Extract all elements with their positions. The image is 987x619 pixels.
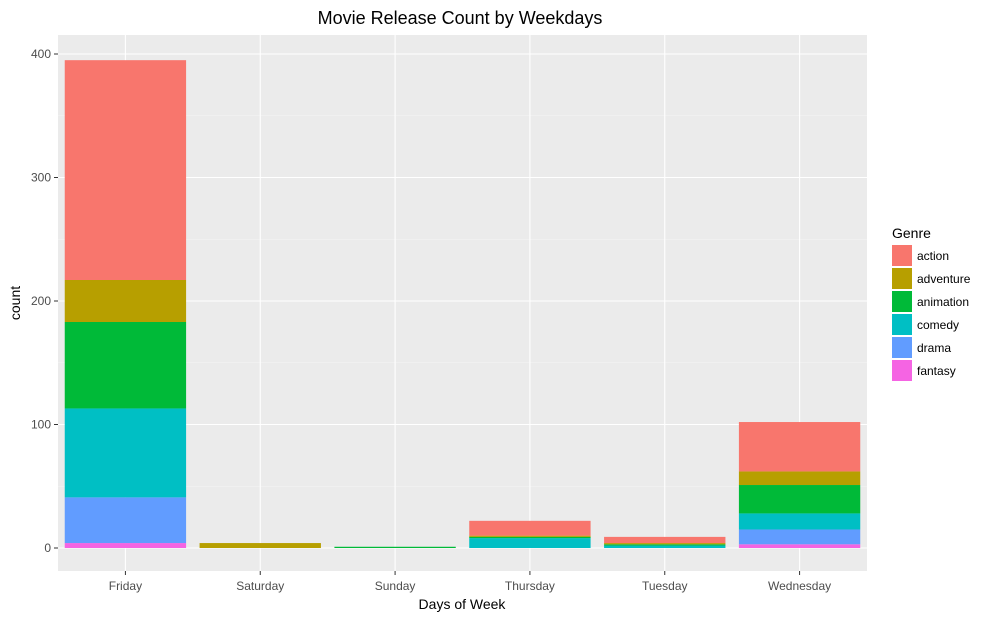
x-tick-label: Thursday <box>505 579 555 593</box>
bar-segment-animation-friday <box>65 322 186 408</box>
y-tick-label: 0 <box>44 541 51 555</box>
bar-segment-drama-wednesday <box>739 529 860 544</box>
legend-key-adventure <box>892 268 912 289</box>
bar-segment-adventure-tuesday <box>604 543 725 544</box>
legend-key-action <box>892 245 912 266</box>
bar-segment-action-thursday <box>469 521 590 536</box>
bar-segment-animation-sunday <box>334 547 455 548</box>
x-tick-label: Sunday <box>375 579 416 593</box>
bar-segment-fantasy-wednesday <box>739 544 860 548</box>
bar-segment-adventure-thursday <box>469 536 590 537</box>
bar-segment-action-tuesday <box>604 537 725 543</box>
y-tick-label: 400 <box>31 47 51 61</box>
legend-key-animation <box>892 291 912 312</box>
bar-segment-animation-wednesday <box>739 485 860 513</box>
bar-segment-adventure-wednesday <box>739 471 860 485</box>
chart-title: Movie Release Count by Weekdays <box>318 8 603 28</box>
legend-key-fantasy <box>892 360 912 381</box>
legend-label-drama: drama <box>917 341 951 355</box>
y-axis-title: count <box>7 286 23 320</box>
bar-segment-adventure-friday <box>65 280 186 322</box>
x-axis-title: Days of Week <box>419 596 507 612</box>
bar-segment-comedy-wednesday <box>739 513 860 529</box>
bar-segment-comedy-thursday <box>469 538 590 548</box>
legend-label-adventure: adventure <box>917 272 971 286</box>
bar-segment-comedy-friday <box>65 408 186 497</box>
bar-segment-adventure-saturday <box>200 543 321 548</box>
x-tick-label: Wednesday <box>768 579 831 593</box>
bar-segment-comedy-tuesday <box>604 546 725 548</box>
x-tick-label: Friday <box>109 579 142 593</box>
x-tick-label: Tuesday <box>642 579 688 593</box>
legend-key-comedy <box>892 314 912 335</box>
bar-segment-drama-friday <box>65 497 186 543</box>
legend-title: Genre <box>892 225 931 241</box>
legend-label-action: action <box>917 249 949 263</box>
legend-label-comedy: comedy <box>917 318 959 332</box>
legend-key-drama <box>892 337 912 358</box>
bar-segment-animation-thursday <box>469 537 590 538</box>
bar-segment-animation-tuesday <box>604 544 725 545</box>
bar-segment-action-wednesday <box>739 422 860 471</box>
y-tick-label: 200 <box>31 294 51 308</box>
x-tick-label: Saturday <box>236 579 284 593</box>
bar-segment-action-friday <box>65 60 186 280</box>
legend-label-fantasy: fantasy <box>917 364 956 378</box>
legend-label-animation: animation <box>917 295 969 309</box>
y-tick-label: 300 <box>31 171 51 185</box>
bar-segment-fantasy-friday <box>65 543 186 548</box>
y-tick-label: 100 <box>31 418 51 432</box>
legend: Genre action adventure animation comedy dram… <box>892 225 971 381</box>
